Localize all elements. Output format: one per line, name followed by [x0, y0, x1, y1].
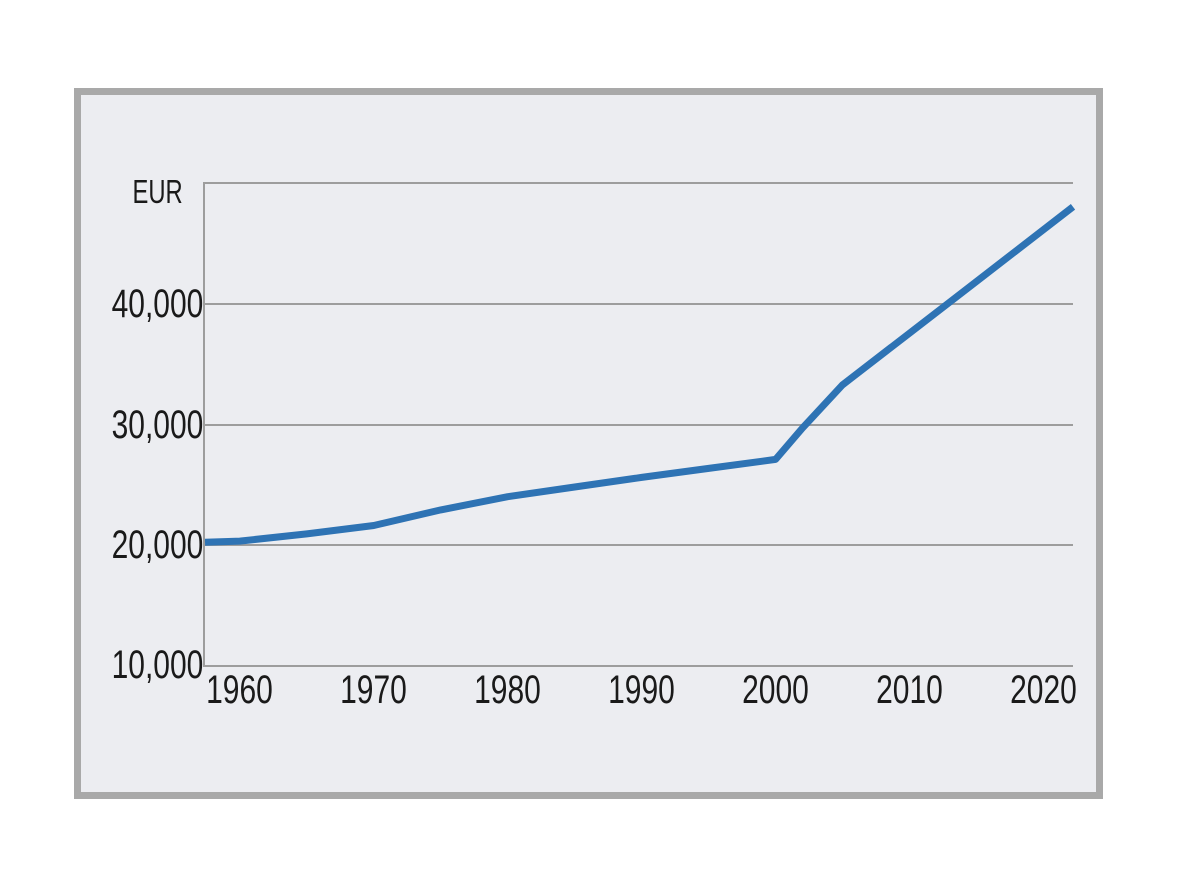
y-tick-label-10000: 10,000	[81, 644, 204, 686]
x-tick-text: 2010	[876, 668, 943, 712]
chart-frame: EUR 10,000 20,000 30,000 40,000 1960 1970 1980…	[74, 88, 1103, 799]
x-tick-text: 1990	[608, 668, 676, 712]
y-tick-label-40000: 40,000	[81, 283, 204, 325]
x-tick-label-2010: 2010	[840, 669, 980, 711]
x-tick-text: 2020	[1010, 668, 1077, 712]
y-tick-label-30000: 30,000	[81, 404, 204, 446]
x-tick-label-1960: 1960	[170, 669, 310, 711]
y-tick-text: 10,000	[111, 643, 204, 687]
y-tick-text: 40,000	[111, 282, 204, 327]
data-line-EUR	[204, 204, 1076, 546]
x-tick-label-1970: 1970	[304, 669, 444, 711]
x-tick-label-1990: 1990	[572, 669, 712, 711]
y-tick-text: 20,000	[111, 522, 204, 567]
x-tick-text: 2000	[742, 668, 809, 712]
x-tick-label-2000: 2000	[706, 669, 846, 711]
x-tick-text: 1980	[474, 668, 542, 712]
gridline-20000	[205, 543, 1073, 546]
gridline-30000	[205, 423, 1073, 426]
y-tick-label-20000: 20,000	[81, 524, 204, 566]
y-axis-unit-label: EUR	[81, 172, 183, 212]
x-tick-text: 1960	[206, 668, 274, 712]
y-tick-text: 30,000	[111, 402, 204, 447]
x-tick-text: 1970	[340, 668, 408, 712]
line-series-canvas	[204, 204, 1076, 546]
y-axis-unit-text: EUR	[132, 173, 183, 210]
plot-area	[203, 182, 1076, 667]
x-tick-label-1980: 1980	[438, 669, 578, 711]
gridline-40000	[205, 303, 1073, 306]
x-tick-label-2020: 2020	[974, 669, 1114, 711]
